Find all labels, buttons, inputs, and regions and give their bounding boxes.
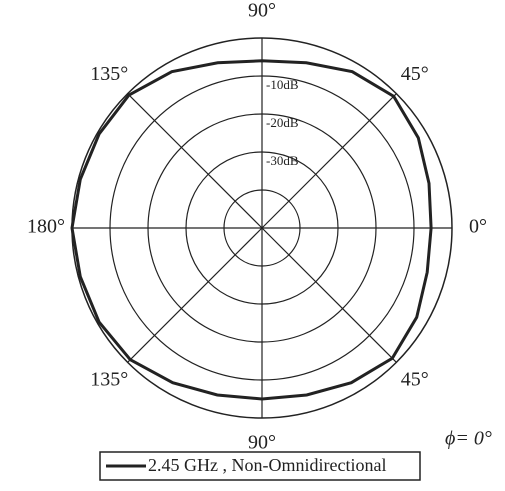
legend-box	[99, 451, 421, 481]
legend-label: 2.45 GHz , Non-Omnidirectional	[148, 455, 386, 475]
theta-tick-label: 0°	[469, 216, 487, 238]
spoke	[261, 227, 397, 363]
r-tick-label: -20dB	[266, 115, 299, 130]
spoke	[127, 93, 263, 229]
theta-tick-label: 180°	[27, 216, 65, 238]
theta-tick-label: 45°	[401, 368, 429, 390]
theta-tick-label: 135°	[90, 63, 128, 85]
annotation: ϕ= 0°	[445, 428, 492, 450]
theta-tick-label: 90°	[248, 0, 276, 22]
theta-tick-label: 90°	[248, 432, 276, 454]
theta-tick-label: 135°	[90, 368, 128, 390]
spoke	[127, 227, 263, 363]
spoke	[261, 93, 397, 229]
r-tick-label: -30dB	[266, 153, 299, 168]
theta-tick-label: 45°	[401, 63, 429, 85]
r-tick-label: -10dB	[266, 77, 299, 92]
pattern-line	[70, 59, 433, 401]
